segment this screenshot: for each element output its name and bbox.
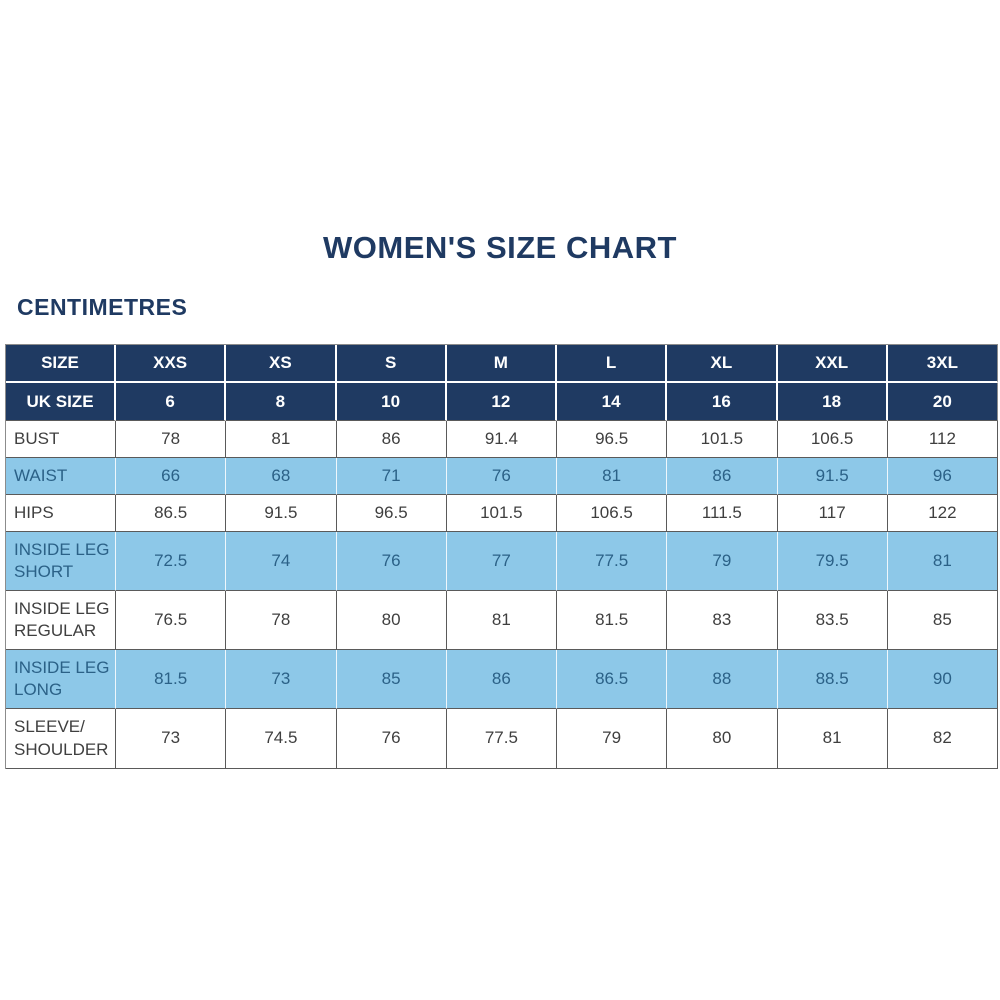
size-chart-body: BUST 78 81 86 91.4 96.5 101.5 106.5 112 WAIST 66 68… xyxy=(6,421,998,769)
value-cell: 81 xyxy=(557,458,668,495)
value-cell: 86 xyxy=(336,421,447,458)
value-cell: 101.5 xyxy=(667,421,778,458)
value-cell: 83 xyxy=(667,591,778,650)
value-cell: 71 xyxy=(336,458,447,495)
value-cell: 101.5 xyxy=(446,495,557,532)
table-row: INSIDE LEG SHORT 72.5 74 76 77 77.5 79 79.5 81 xyxy=(6,532,998,591)
value-cell: 81.5 xyxy=(116,650,227,709)
size-header-cell: XS xyxy=(226,345,337,383)
value-cell: 106.5 xyxy=(777,421,888,458)
header-row: UK SIZE 6 8 10 12 14 16 18 20 xyxy=(6,383,998,421)
header-row: SIZE XXS XS S M L XL XXL 3XL xyxy=(6,345,998,383)
value-cell: 88 xyxy=(667,650,778,709)
value-cell: 111.5 xyxy=(667,495,778,532)
size-header-cell: XXS xyxy=(116,345,227,383)
value-cell: 81 xyxy=(446,591,557,650)
uk-size-header-cell: 10 xyxy=(336,383,447,421)
value-cell: 86 xyxy=(667,458,778,495)
unit-label: CENTIMETRES xyxy=(17,294,188,320)
value-cell: 96.5 xyxy=(336,495,447,532)
uk-size-header-cell: 6 xyxy=(116,383,227,421)
row-label-cell: HIPS xyxy=(6,495,116,532)
value-cell: 85 xyxy=(336,650,447,709)
row-label-cell: INSIDE LEG SHORT xyxy=(6,532,116,591)
value-cell: 79 xyxy=(667,532,778,591)
value-cell: 76 xyxy=(446,458,557,495)
row-label-cell: INSIDE LEG REGULAR xyxy=(6,591,116,650)
value-cell: 81 xyxy=(887,532,998,591)
value-cell: 96 xyxy=(887,458,998,495)
value-cell: 76 xyxy=(336,709,447,769)
value-cell: 81.5 xyxy=(557,591,668,650)
value-cell: 76.5 xyxy=(116,591,227,650)
size-chart-header: SIZE XXS XS S M L XL XXL 3XL UK SIZE 6 8 10 12 14 16 18 2… xyxy=(6,345,998,421)
value-cell: 91.5 xyxy=(777,458,888,495)
size-header-label: SIZE xyxy=(6,345,116,383)
uk-size-header-cell: 16 xyxy=(667,383,778,421)
value-cell: 86 xyxy=(446,650,557,709)
value-cell: 76 xyxy=(336,532,447,591)
table-row: HIPS 86.5 91.5 96.5 101.5 106.5 111.5 117 122 xyxy=(6,495,998,532)
value-cell: 85 xyxy=(887,591,998,650)
value-cell: 90 xyxy=(887,650,998,709)
size-header-cell: XL xyxy=(667,345,778,383)
uk-size-header-cell: 8 xyxy=(226,383,337,421)
value-cell: 73 xyxy=(116,709,227,769)
uk-size-header-cell: 14 xyxy=(557,383,668,421)
size-header-cell: XXL xyxy=(777,345,888,383)
value-cell: 91.4 xyxy=(446,421,557,458)
value-cell: 66 xyxy=(116,458,227,495)
value-cell: 81 xyxy=(226,421,337,458)
size-header-cell: S xyxy=(336,345,447,383)
size-header-cell: M xyxy=(446,345,557,383)
row-label-cell: INSIDE LEG LONG xyxy=(6,650,116,709)
value-cell: 78 xyxy=(116,421,227,458)
value-cell: 72.5 xyxy=(116,532,227,591)
value-cell: 77 xyxy=(446,532,557,591)
value-cell: 83.5 xyxy=(777,591,888,650)
uk-size-header-cell: 20 xyxy=(887,383,998,421)
value-cell: 106.5 xyxy=(557,495,668,532)
value-cell: 80 xyxy=(667,709,778,769)
value-cell: 122 xyxy=(887,495,998,532)
size-chart-table: SIZE XXS XS S M L XL XXL 3XL UK SIZE 6 8 10 12 14 16 18 2… xyxy=(5,344,998,769)
row-label-cell: WAIST xyxy=(6,458,116,495)
value-cell: 74.5 xyxy=(226,709,337,769)
value-cell: 86.5 xyxy=(557,650,668,709)
table-row: BUST 78 81 86 91.4 96.5 101.5 106.5 112 xyxy=(6,421,998,458)
value-cell: 74 xyxy=(226,532,337,591)
size-header-cell: 3XL xyxy=(887,345,998,383)
row-label-cell: BUST xyxy=(6,421,116,458)
uk-size-header-cell: 18 xyxy=(777,383,888,421)
page-title: WOMEN'S SIZE CHART xyxy=(323,230,677,265)
value-cell: 73 xyxy=(226,650,337,709)
value-cell: 82 xyxy=(887,709,998,769)
value-cell: 81 xyxy=(777,709,888,769)
value-cell: 86.5 xyxy=(116,495,227,532)
value-cell: 117 xyxy=(777,495,888,532)
value-cell: 78 xyxy=(226,591,337,650)
table-row: INSIDE LEG REGULAR 76.5 78 80 81 81.5 83 83.5 85 xyxy=(6,591,998,650)
value-cell: 79.5 xyxy=(777,532,888,591)
table-row: WAIST 66 68 71 76 81 86 91.5 96 xyxy=(6,458,998,495)
value-cell: 77.5 xyxy=(446,709,557,769)
uk-size-header-cell: 12 xyxy=(446,383,557,421)
value-cell: 77.5 xyxy=(557,532,668,591)
value-cell: 88.5 xyxy=(777,650,888,709)
value-cell: 112 xyxy=(887,421,998,458)
uk-size-header-label: UK SIZE xyxy=(6,383,116,421)
value-cell: 68 xyxy=(226,458,337,495)
table-row: SLEEVE/ SHOULDER 73 74.5 76 77.5 79 80 81 82 xyxy=(6,709,998,769)
table-row: INSIDE LEG LONG 81.5 73 85 86 86.5 88 88.5 90 xyxy=(6,650,998,709)
value-cell: 91.5 xyxy=(226,495,337,532)
value-cell: 96.5 xyxy=(557,421,668,458)
value-cell: 80 xyxy=(336,591,447,650)
value-cell: 79 xyxy=(557,709,668,769)
size-header-cell: L xyxy=(557,345,668,383)
row-label-cell: SLEEVE/ SHOULDER xyxy=(6,709,116,769)
